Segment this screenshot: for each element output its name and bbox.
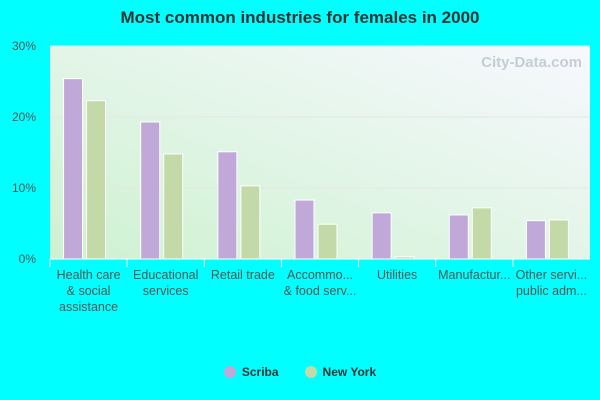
bar-scriba (525, 220, 546, 260)
x-tick-label: & food serv... (284, 284, 357, 298)
y-tick-label: 20% (12, 110, 36, 124)
bar-scriba (140, 121, 161, 260)
x-tick-label: Other servi... (516, 268, 588, 282)
legend-item-scriba: Scriba (223, 365, 279, 379)
y-tick-label: 0% (19, 252, 37, 266)
bar-scriba (448, 214, 469, 260)
y-tick-label: 10% (12, 181, 36, 195)
x-tick-label: & social (67, 284, 111, 298)
bar-new-york (317, 223, 338, 260)
y-tick-label: 30% (12, 39, 36, 53)
x-tick-label: Accommo... (287, 268, 353, 282)
legend: Scriba New York (0, 365, 600, 379)
x-tick-label: public adm... (516, 284, 587, 298)
x-tick-label: Utilities (377, 268, 417, 282)
chart-title: Most common industries for females in 20… (120, 8, 480, 27)
plot-area (50, 46, 590, 259)
legend-label: Scriba (241, 365, 279, 379)
x-tick-label: Health care (57, 268, 121, 282)
bar-scriba (217, 151, 238, 260)
bar-scriba (63, 78, 84, 260)
x-tick-label: assistance (59, 300, 118, 314)
legend-label: New York (322, 365, 377, 379)
bar-new-york (240, 185, 261, 260)
legend-item-new-york: New York (304, 365, 377, 379)
legend-swatch-scriba (223, 366, 236, 378)
bar-new-york (86, 100, 107, 260)
bar-new-york (163, 153, 184, 260)
x-tick-label: Manufactur... (438, 268, 510, 282)
bar-new-york (548, 219, 569, 260)
x-tick-label: Retail trade (211, 268, 275, 282)
x-tick-label: Educational (133, 268, 198, 282)
watermark: City-Data.com (481, 54, 582, 71)
legend-swatch-new-york (304, 366, 317, 378)
bar-new-york (471, 207, 492, 260)
bar-scriba (294, 199, 315, 260)
bar-scriba (371, 212, 392, 260)
x-tick-label: services (143, 284, 189, 298)
